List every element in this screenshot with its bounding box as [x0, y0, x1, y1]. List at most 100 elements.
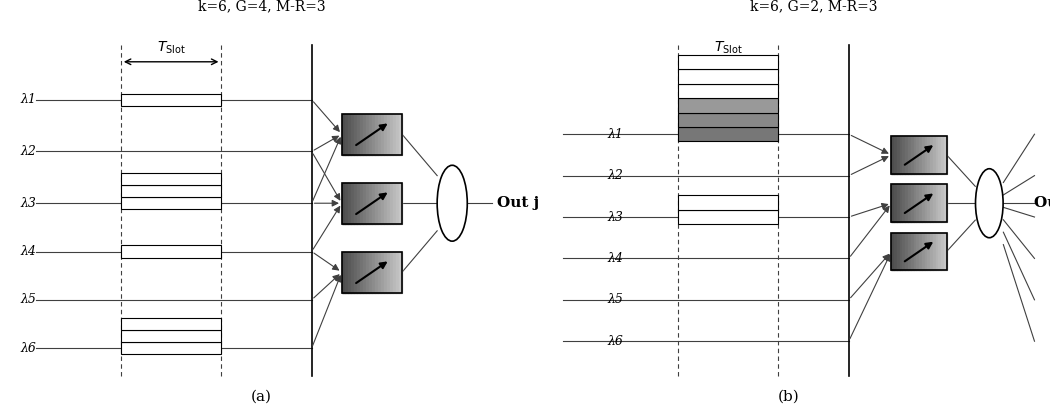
Bar — [360, 113, 363, 155]
Bar — [908, 233, 910, 271]
Bar — [919, 233, 922, 271]
Bar — [939, 233, 941, 271]
Bar — [891, 136, 895, 174]
Bar — [351, 182, 354, 224]
Bar — [905, 136, 908, 174]
Bar — [944, 233, 947, 271]
Bar — [678, 55, 778, 69]
Bar — [396, 182, 399, 224]
Bar — [936, 233, 939, 271]
Bar — [944, 184, 947, 222]
Bar — [365, 182, 369, 224]
Bar — [363, 113, 365, 155]
Bar — [897, 136, 900, 174]
Bar — [378, 182, 381, 224]
Bar — [905, 233, 908, 271]
Bar — [927, 136, 930, 174]
Bar — [342, 251, 402, 293]
Bar — [910, 136, 914, 174]
Bar — [384, 113, 387, 155]
Bar — [678, 98, 778, 113]
Bar — [919, 184, 922, 222]
Bar — [925, 184, 927, 222]
Bar — [121, 185, 222, 197]
Bar — [344, 182, 348, 224]
Bar — [365, 251, 369, 293]
Bar — [908, 136, 910, 174]
Text: λ3: λ3 — [21, 197, 37, 210]
Bar — [399, 113, 402, 155]
Bar — [344, 251, 348, 293]
Bar — [914, 233, 917, 271]
Text: λ2: λ2 — [21, 145, 37, 158]
Bar — [378, 113, 381, 155]
Bar — [895, 184, 897, 222]
Bar — [944, 136, 947, 174]
Bar — [917, 184, 919, 222]
Text: λ6: λ6 — [21, 341, 37, 355]
Bar — [342, 182, 402, 224]
Bar — [932, 184, 936, 222]
Bar — [351, 251, 354, 293]
Bar — [344, 113, 348, 155]
Bar — [939, 136, 941, 174]
Bar — [363, 182, 365, 224]
Bar — [917, 136, 919, 174]
Bar — [922, 136, 925, 174]
Bar — [121, 246, 222, 257]
Bar — [393, 251, 396, 293]
Bar — [900, 233, 902, 271]
Bar — [354, 113, 357, 155]
Bar — [342, 113, 344, 155]
Bar — [930, 136, 932, 174]
Text: k=6, G=4, M-R=3: k=6, G=4, M-R=3 — [197, 0, 326, 13]
Text: λ3: λ3 — [608, 211, 624, 224]
Bar — [378, 251, 381, 293]
Bar — [121, 197, 222, 209]
Bar — [375, 113, 378, 155]
Text: $T_{\rm Slot}$: $T_{\rm Slot}$ — [714, 40, 742, 56]
Bar — [914, 136, 917, 174]
Ellipse shape — [437, 165, 467, 241]
Text: (b): (b) — [778, 389, 799, 404]
Bar — [393, 113, 396, 155]
Ellipse shape — [975, 169, 1003, 238]
Bar — [357, 182, 360, 224]
Bar — [900, 136, 902, 174]
Text: λ1: λ1 — [608, 128, 624, 141]
Bar — [891, 233, 895, 271]
Bar — [910, 233, 914, 271]
Bar — [897, 184, 900, 222]
Bar — [927, 233, 930, 271]
Bar — [939, 184, 941, 222]
Bar — [919, 136, 922, 174]
Bar — [390, 113, 393, 155]
Text: (a): (a) — [251, 389, 272, 404]
Text: λ6: λ6 — [608, 335, 624, 348]
Bar — [387, 251, 390, 293]
Bar — [897, 233, 900, 271]
Bar — [387, 113, 390, 155]
Bar — [678, 113, 778, 127]
Bar — [678, 127, 778, 142]
Text: k=6, G=2, M-R=3: k=6, G=2, M-R=3 — [750, 0, 878, 13]
Bar — [932, 233, 936, 271]
Bar — [891, 233, 947, 271]
Bar — [902, 233, 905, 271]
Bar — [917, 233, 919, 271]
Bar — [902, 184, 905, 222]
Bar — [930, 233, 932, 271]
Text: Out j: Out j — [498, 196, 540, 210]
Text: λ4: λ4 — [21, 245, 37, 258]
Bar — [932, 136, 936, 174]
Bar — [895, 136, 897, 174]
Bar — [348, 113, 351, 155]
Text: λ4: λ4 — [608, 252, 624, 265]
Bar — [372, 251, 375, 293]
Bar — [372, 113, 375, 155]
Bar — [369, 251, 372, 293]
Bar — [365, 113, 369, 155]
Bar — [930, 184, 932, 222]
Bar — [360, 251, 363, 293]
Bar — [914, 184, 917, 222]
